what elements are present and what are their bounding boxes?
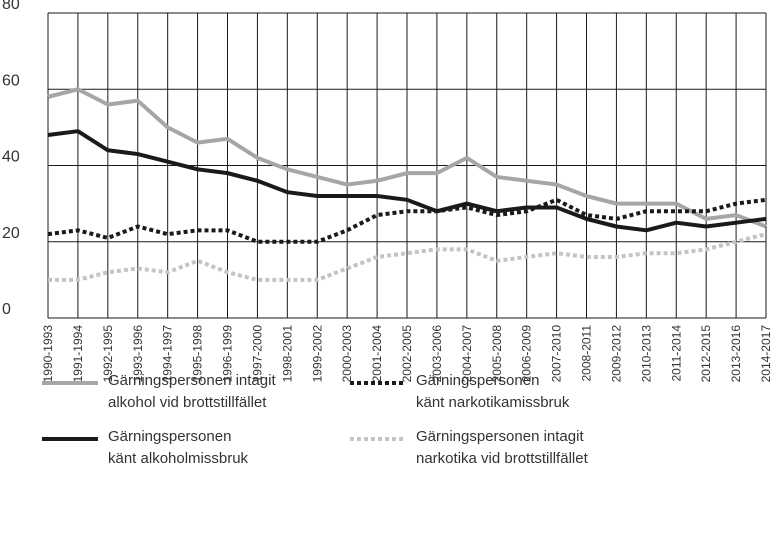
x-tick-label: 1997-2000	[250, 325, 264, 383]
x-tick-label: 2006-2009	[520, 325, 534, 383]
x-tick-label: 2000-2003	[340, 325, 354, 383]
x-tick-label: 2003-2006	[430, 325, 444, 383]
x-tick-label: 1992-1995	[101, 325, 115, 383]
x-tick-label: 2009-2012	[609, 325, 623, 383]
series-line	[47, 129, 767, 233]
x-tick-label: 1991-1994	[71, 325, 85, 383]
x-tick-label: 2008-2011	[580, 325, 594, 382]
x-tick-label: 2014-2017	[759, 325, 773, 383]
x-tick-label: 2007-2010	[550, 325, 564, 383]
y-tick-label: 80	[2, 0, 20, 13]
y-tick-label: 40	[2, 149, 20, 166]
x-tick-label: 1999-2002	[310, 325, 324, 383]
legend-label: Gärningspersonen känt alkoholmissbruk	[108, 428, 249, 467]
legend-label: Gärningspersonen känt narkotikamissbruk	[416, 372, 570, 411]
series-line	[48, 232, 767, 282]
series-line	[47, 87, 767, 229]
y-tick-label: 0	[2, 301, 11, 318]
x-tick-label: 2005-2008	[490, 325, 504, 383]
x-tick-label: 2011-2014	[669, 325, 683, 382]
x-tick-label: 2010-2013	[639, 325, 653, 383]
legend-label: Gärningspersonen intagit narkotika vid b…	[416, 428, 588, 467]
x-tick-label: 2013-2016	[729, 325, 743, 383]
x-tick-label: 1990-1993	[41, 325, 55, 383]
x-tick-label: 1995-1998	[191, 325, 205, 383]
x-tick-label: 2002-2005	[400, 325, 414, 383]
y-tick-label: 60	[2, 72, 20, 89]
x-tick-label: 2001-2004	[370, 325, 384, 383]
x-tick-label: 2004-2007	[460, 325, 474, 383]
x-tick-label: 1996-1999	[221, 325, 235, 383]
x-tick-label: 1998-2001	[280, 325, 294, 383]
x-tick-label: 2012-2015	[699, 325, 713, 383]
legend-label: Gärningspersonen intagit alkohol vid bro…	[108, 372, 276, 411]
x-tick-label: 1993-1996	[131, 325, 145, 383]
series-line	[47, 197, 767, 244]
x-tick-label: 1994-1997	[161, 325, 175, 383]
y-tick-label: 20	[2, 225, 20, 242]
